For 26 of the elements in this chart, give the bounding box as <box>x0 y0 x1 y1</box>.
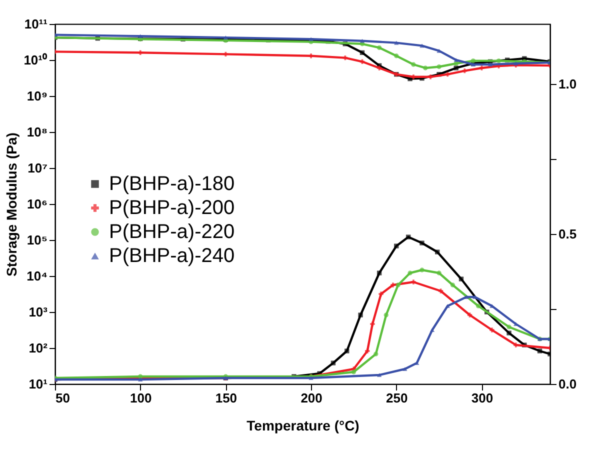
x-tick-label: 250 <box>386 390 408 406</box>
x-axis-title: Temperature (°C) <box>246 418 360 434</box>
y-tick-label: 10⁴ <box>26 268 48 284</box>
legend-label: P(BHP-a)-180 <box>109 173 235 195</box>
y-tick-label: 10¹⁰ <box>24 52 48 68</box>
y2-tick-label: 0.0 <box>558 376 577 392</box>
legend-label: P(BHP-a)-220 <box>109 221 235 243</box>
y-tick-label: 10² <box>28 340 48 356</box>
x-tick-label: 200 <box>300 390 322 406</box>
x-tick-label: 100 <box>130 390 152 406</box>
legend-label: P(BHP-a)-240 <box>109 245 235 267</box>
x-tick-label: 300 <box>471 390 494 406</box>
y-tick-label: 10¹ <box>28 376 48 392</box>
y-tick-label: 10¹¹ <box>24 16 48 32</box>
y-tick-label: 10³ <box>28 304 48 320</box>
y-tick-label: 10⁶ <box>27 196 48 212</box>
y-tick-label: 10⁸ <box>26 124 48 140</box>
y-axis-title: Storage Modulus (Pa) <box>4 132 20 276</box>
x-tick-label: 50 <box>56 390 70 406</box>
y-tick-label: 10⁷ <box>28 160 48 176</box>
x-tick-label: 150 <box>215 390 238 406</box>
y2-tick-label: 0.5 <box>558 226 577 242</box>
y2-tick-label: 1.0 <box>558 76 577 92</box>
y-tick-label: 10⁹ <box>26 88 48 104</box>
legend-label: P(BHP-a)-200 <box>109 197 235 219</box>
y-tick-label: 10⁵ <box>26 232 48 248</box>
